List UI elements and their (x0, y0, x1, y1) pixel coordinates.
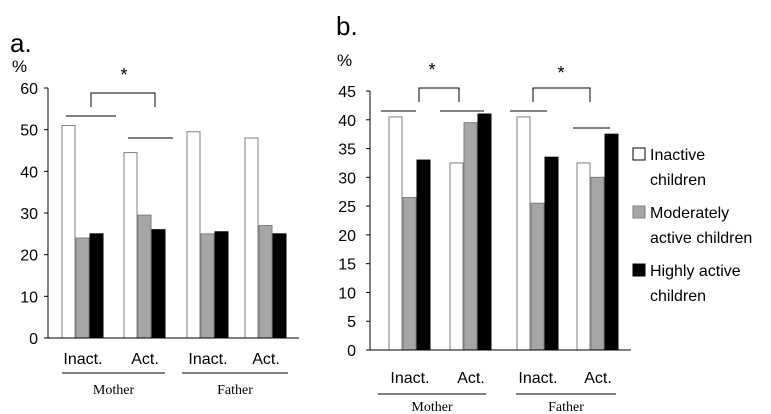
y-tick-label: 0 (347, 343, 356, 360)
y-tick-label: 30 (338, 170, 356, 187)
y-tick-label: 45 (338, 84, 356, 101)
y-axis-unit-label: % (12, 57, 27, 76)
bar (75, 237, 90, 339)
x-tick-label: Inact. (518, 370, 557, 387)
bar (544, 156, 559, 351)
bar (272, 233, 287, 339)
y-axis-unit-label: % (337, 51, 352, 70)
chart-panel-a: a.% 0 10 20 30 40 50 60 Inact. Act. Inact. Act. Moth… (10, 28, 299, 398)
bar (123, 152, 138, 339)
legend-label: active children (650, 230, 752, 247)
legend-label: Moderately (650, 205, 729, 222)
bar (590, 176, 605, 351)
significance-bracket (90, 92, 156, 107)
bar (200, 233, 215, 339)
x-tick-label: Act. (457, 370, 485, 387)
x-tick-label: Inact. (390, 370, 429, 387)
bar (604, 133, 619, 351)
x-tick-label: Inact. (63, 351, 102, 368)
bar (186, 131, 201, 339)
bar (137, 214, 152, 339)
significance-bracket (532, 87, 591, 102)
group-label: Father (548, 400, 584, 414)
y-tick-label: 60 (20, 81, 38, 98)
x-tick-label: Act. (131, 351, 159, 368)
bar (463, 122, 478, 351)
significance-star: * (557, 63, 564, 83)
y-tick-label: 30 (20, 206, 38, 223)
panel-label: a. (10, 28, 32, 58)
x-tick-label: Inact. (188, 351, 227, 368)
bar (258, 225, 273, 339)
significance-star: * (428, 60, 435, 80)
y-tick-label: 35 (338, 142, 356, 159)
bar (244, 137, 259, 339)
legend-label: Highly active (650, 263, 741, 280)
bar (61, 125, 76, 339)
bar (516, 116, 531, 351)
significance-star: * (120, 65, 127, 85)
legend-swatch (632, 205, 646, 219)
group-label: Mother (93, 383, 135, 398)
bar (388, 116, 403, 351)
x-tick-label: Act. (252, 351, 280, 368)
legend-swatch (632, 263, 646, 277)
bar (402, 196, 417, 351)
significance-bracket (418, 87, 460, 102)
y-tick-label: 0 (29, 331, 38, 348)
y-tick-label: 5 (347, 314, 356, 331)
legend-label: Inactive (650, 147, 705, 164)
panel-label: b. (336, 11, 358, 41)
y-tick-label: 40 (338, 113, 356, 130)
group-label: Father (217, 383, 253, 398)
x-tick-label: Act. (584, 370, 612, 387)
y-tick-label: 20 (20, 248, 38, 265)
bar (89, 233, 104, 339)
y-tick-label: 20 (338, 228, 356, 245)
y-tick-label: 25 (338, 199, 356, 216)
group-label: Mother (411, 400, 453, 414)
y-tick-label: 10 (20, 289, 38, 306)
legend: Inactive children Moderately active childre… (632, 147, 752, 305)
bar (477, 113, 492, 351)
bar (214, 231, 229, 339)
bar (530, 202, 545, 351)
legend-label: children (650, 288, 706, 305)
bar (576, 162, 591, 351)
bar (416, 159, 431, 351)
y-tick-label: 40 (20, 164, 38, 181)
legend-swatch (632, 147, 646, 161)
chart-panel-b: b.% 0 5 10 15 20 25 30 35 40 45 Inact. Act. Inact. Act… (336, 11, 631, 414)
y-tick-label: 50 (20, 123, 38, 140)
bar (151, 229, 166, 339)
bar (449, 162, 464, 351)
y-tick-label: 15 (338, 257, 356, 274)
y-tick-label: 10 (338, 285, 356, 302)
legend-label: children (650, 172, 706, 189)
